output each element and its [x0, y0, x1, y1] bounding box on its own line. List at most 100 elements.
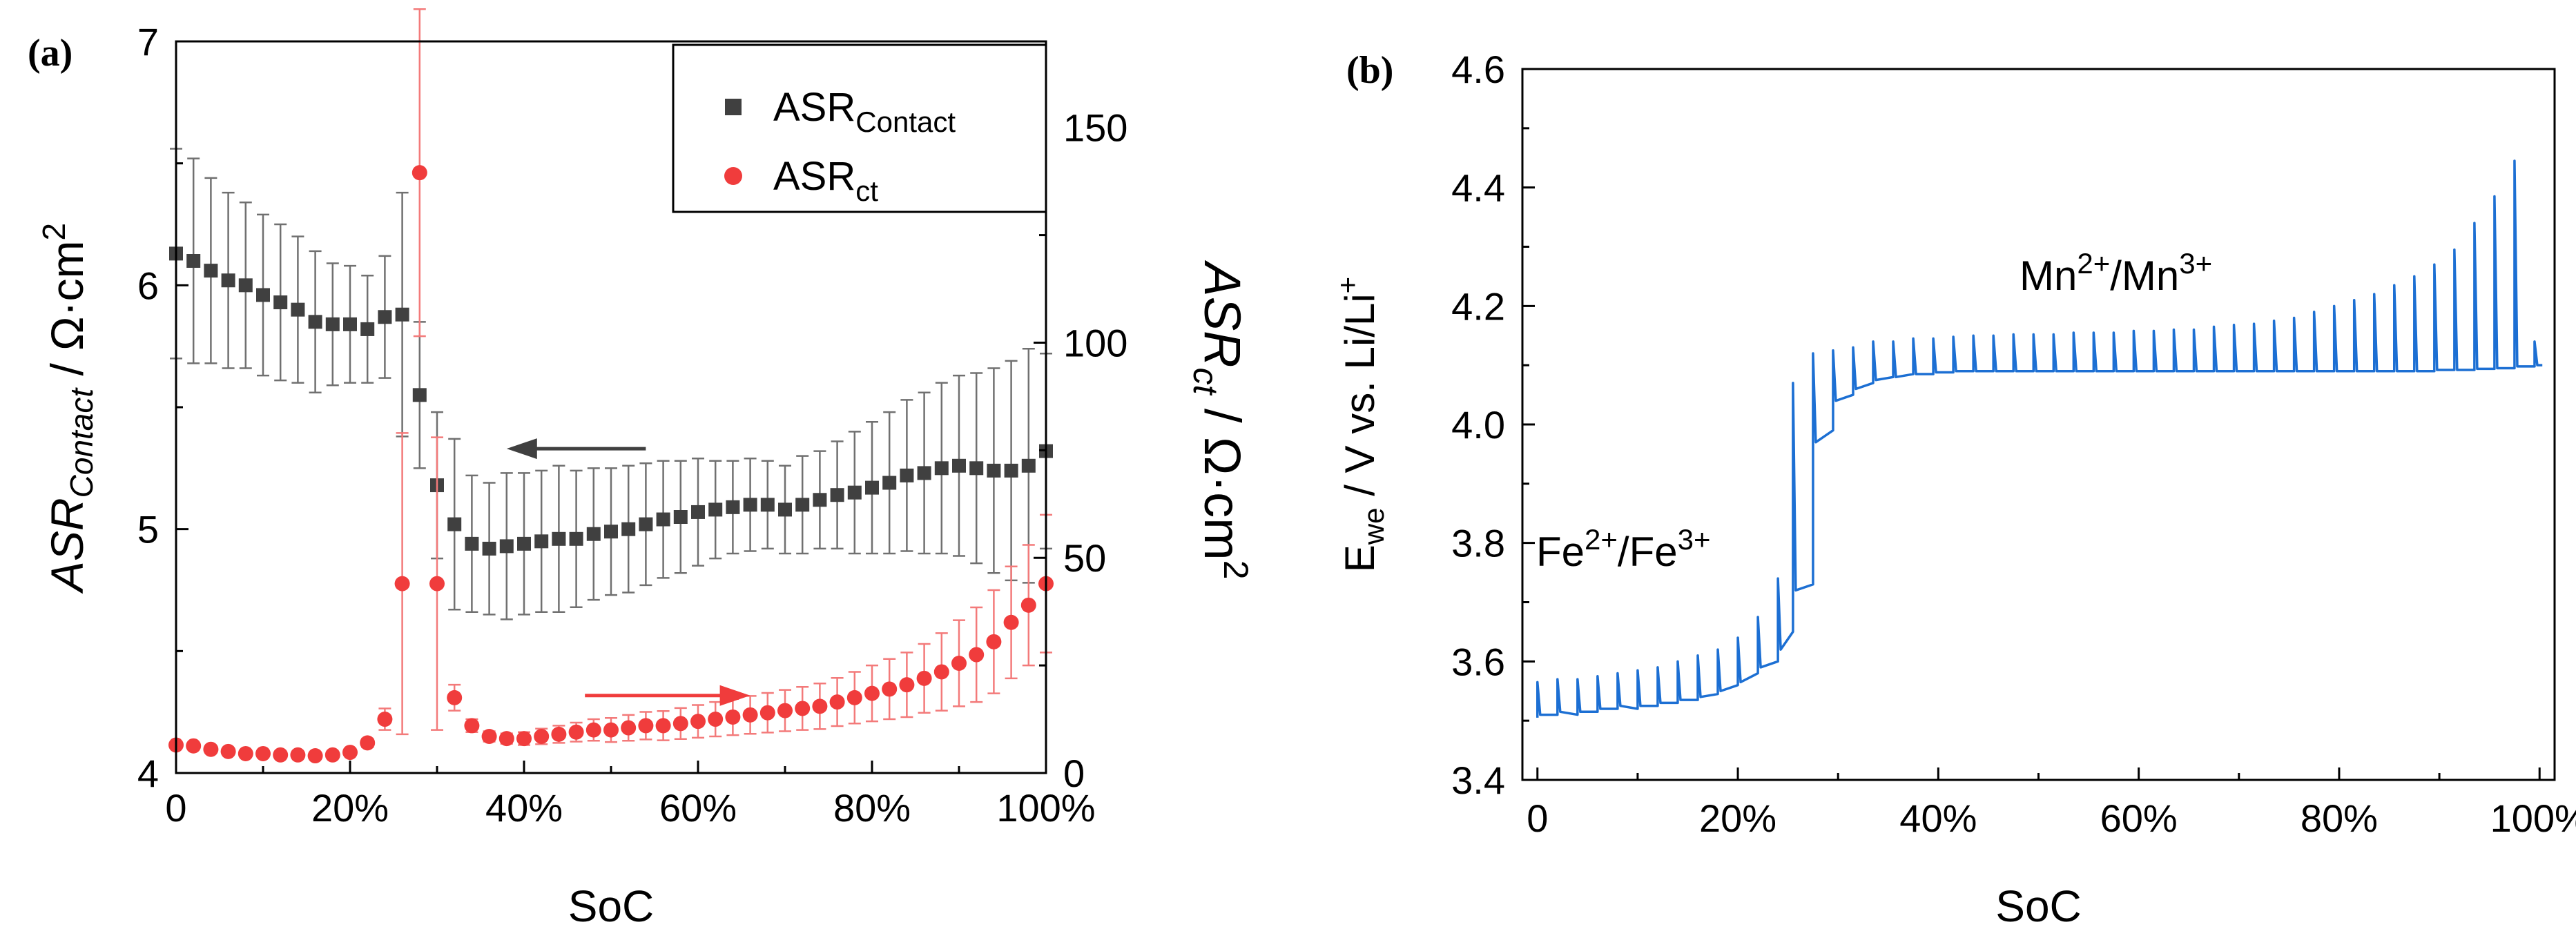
- marker-circle: [186, 738, 202, 754]
- text-part: 2+: [2077, 247, 2110, 280]
- marker-square: [917, 466, 931, 480]
- text-part: 3+: [1678, 523, 1711, 556]
- marker-circle: [899, 677, 915, 693]
- text-part: ct: [1186, 368, 1225, 396]
- marker-square: [499, 539, 514, 554]
- text-part: E: [1337, 545, 1383, 572]
- marker-circle: [360, 735, 376, 751]
- marker-circle: [429, 576, 445, 591]
- x-tick-label-b: 80%: [2301, 796, 2378, 840]
- x-tick-label-a: 60%: [659, 786, 737, 830]
- marker-circle: [829, 694, 845, 710]
- text-part: 2+: [1585, 523, 1618, 556]
- x-tick-label-b: 20%: [1699, 796, 1776, 840]
- text-part: /Mn: [2110, 253, 2179, 299]
- marker-circle: [534, 729, 550, 744]
- marker-square: [1021, 458, 1036, 473]
- marker-square: [447, 517, 462, 531]
- marker-circle: [742, 707, 758, 723]
- marker-square: [482, 541, 496, 556]
- marker-circle: [864, 685, 880, 701]
- marker-square: [552, 531, 566, 546]
- y-tick-label-a: 6: [137, 264, 159, 307]
- text-part: we: [1357, 507, 1390, 545]
- marker-square: [343, 317, 357, 331]
- y-tick-label-b: 4.4: [1451, 166, 1505, 210]
- x-axis-title-a: SoC: [568, 881, 655, 931]
- text-part: ASR: [773, 154, 855, 199]
- legend-label: ASRct: [773, 154, 878, 207]
- marker-circle: [394, 576, 410, 591]
- text-part: ASR: [773, 85, 855, 130]
- marker-square: [1004, 463, 1018, 478]
- series-asr-ct: [168, 8, 1054, 764]
- marker-circle: [969, 647, 985, 663]
- marker-square: [378, 310, 392, 324]
- marker-circle: [708, 712, 724, 727]
- marker-square: [726, 500, 740, 514]
- marker-circle: [1003, 614, 1019, 630]
- marker-circle: [307, 748, 323, 764]
- marker-circle: [916, 670, 932, 686]
- marker-circle: [585, 722, 601, 738]
- x-tick-label-b: 0: [1527, 796, 1548, 840]
- marker-circle: [290, 747, 306, 763]
- text-part: 2: [1217, 560, 1255, 580]
- marker-square: [621, 522, 636, 536]
- marker-square: [691, 505, 705, 519]
- marker-square: [238, 278, 253, 293]
- marker-square: [847, 485, 862, 500]
- y-tick-label-a: 4: [137, 752, 159, 795]
- marker-circle: [933, 664, 949, 680]
- series-asr-contact: [169, 148, 1053, 620]
- arrow-left-head: [506, 438, 537, 460]
- x-tick-label-a: 0: [165, 786, 186, 830]
- y-tick-label-b: 3.6: [1451, 640, 1505, 683]
- y-axis-title-a: ASRContact / Ω·cm2: [36, 223, 99, 594]
- marker-square: [865, 480, 879, 495]
- marker-circle: [690, 714, 706, 730]
- y-tick-label-a: 7: [137, 20, 159, 63]
- y-tick-label-b: 4.0: [1451, 403, 1505, 447]
- marker-square: [325, 317, 340, 331]
- y2-tick-label-a: 100: [1063, 321, 1127, 364]
- marker-circle: [986, 634, 1002, 649]
- x-tick-label-b: 100%: [2490, 796, 2576, 840]
- marker-square: [604, 525, 618, 539]
- y-tick-label-b: 3.8: [1451, 522, 1505, 565]
- marker-square: [987, 463, 1001, 478]
- marker-square: [900, 468, 914, 482]
- marker-square: [273, 295, 288, 310]
- marker-square: [221, 273, 235, 288]
- panel-label-a: (a): [28, 32, 72, 75]
- marker-square: [778, 502, 792, 517]
- marker-circle: [795, 701, 811, 716]
- text-part: Contact: [64, 387, 99, 498]
- marker-square: [517, 536, 531, 551]
- marker-square: [952, 458, 966, 473]
- text-part: 2: [36, 223, 72, 241]
- marker-square: [673, 510, 688, 524]
- x-tick-label-a: 100%: [996, 786, 1095, 830]
- y-tick-label-a: 5: [137, 508, 159, 551]
- x-axis-title-b: SoC: [1995, 881, 2082, 931]
- marker-square: [534, 534, 549, 549]
- marker-square: [291, 302, 305, 317]
- marker-square: [813, 493, 827, 507]
- marker-circle: [325, 747, 340, 763]
- marker-circle: [203, 741, 219, 757]
- marker-square: [934, 461, 949, 476]
- marker-circle: [464, 718, 480, 734]
- text-part: 3+: [2179, 247, 2212, 280]
- y-tick-label-b: 3.4: [1451, 759, 1505, 802]
- marker-circle: [812, 698, 828, 714]
- marker-square: [882, 476, 897, 490]
- marker-square: [639, 517, 653, 531]
- x-tick-label-a: 80%: [833, 786, 911, 830]
- x-tick-label-b: 60%: [2100, 796, 2178, 840]
- text-part: / Ω·cm: [1194, 394, 1251, 560]
- panel-label-b: (b): [1346, 49, 1393, 92]
- marker-circle: [255, 745, 271, 761]
- marker-circle: [951, 656, 967, 671]
- marker-square: [795, 498, 810, 512]
